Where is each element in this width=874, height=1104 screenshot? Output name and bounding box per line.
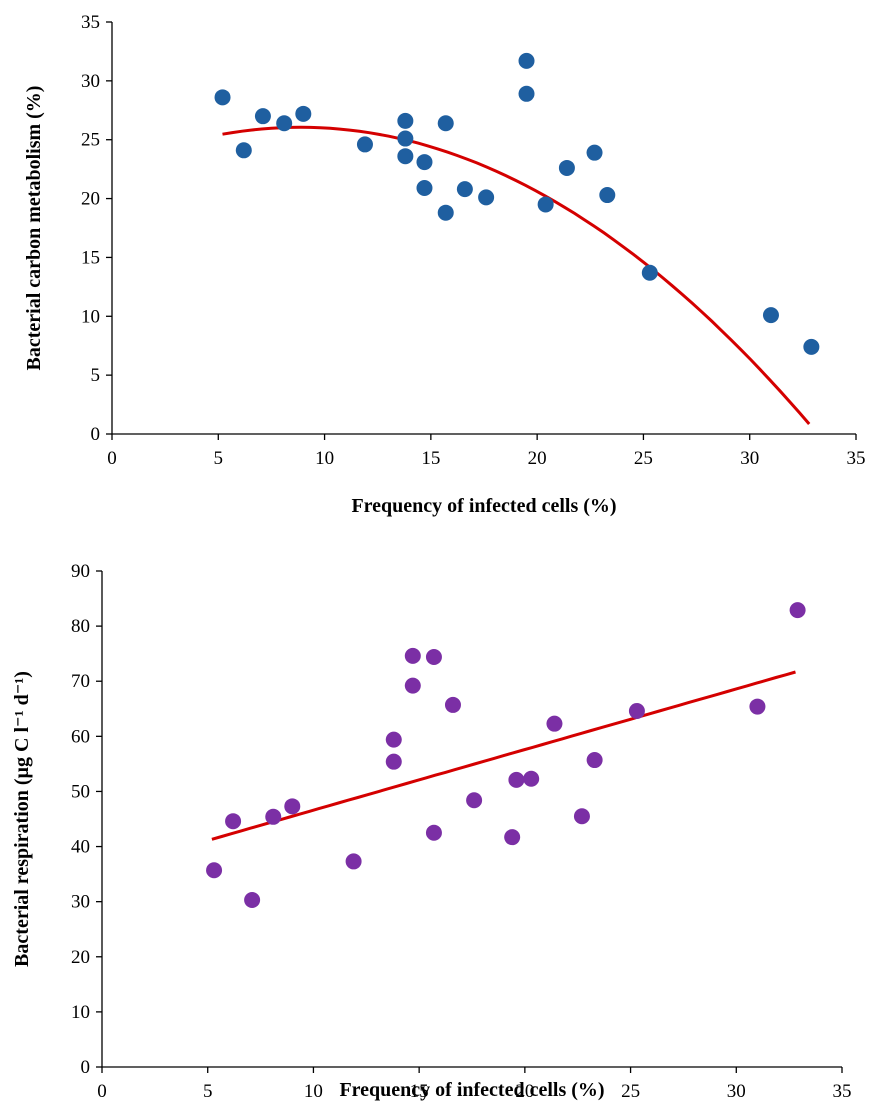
y-tick-label: 10 [71, 1002, 90, 1023]
y-tick-label: 60 [71, 726, 90, 747]
y-tick-label: 0 [91, 424, 101, 445]
x-tick-label: 30 [740, 448, 759, 469]
data-point [762, 307, 779, 324]
data-point [265, 808, 282, 825]
x-axis-title: Frequency of infected cells (%) [351, 495, 616, 517]
data-point [558, 159, 575, 176]
data-point [518, 85, 535, 102]
data-point [254, 108, 271, 125]
data-point [518, 52, 535, 69]
y-tick-label: 40 [71, 837, 90, 858]
data-point [397, 130, 414, 147]
x-tick-label: 0 [97, 1081, 107, 1102]
data-point [641, 264, 658, 281]
data-point [537, 196, 554, 213]
carbon-metabolism-chart: 0 5 10 15 20 25 30 35 0 5 10 15 20 25 30 35 Frequency o… [23, 12, 866, 517]
y-axis-title: Bacterial respiration (µg C l⁻¹ d⁻¹) [11, 671, 33, 967]
data-point [437, 204, 454, 221]
x-tick-label: 10 [315, 448, 334, 469]
y-tick-label: 5 [91, 365, 101, 386]
data-point [749, 698, 766, 715]
data-point [508, 771, 525, 788]
y-tick-label: 90 [71, 561, 90, 582]
data-point [478, 189, 495, 206]
y-tick-label: 0 [81, 1057, 91, 1078]
y-tick-label: 20 [81, 189, 100, 210]
trend-line [211, 670, 796, 841]
respiration-chart: 0 5 10 15 20 25 30 35 0 10 20 30 40 50 60 70 80 90 Freque… [11, 561, 852, 1102]
data-point [345, 853, 362, 870]
data-point [385, 753, 402, 770]
data-point [523, 770, 540, 787]
x-tick-label: 15 [421, 448, 440, 469]
x-tick-label: 10 [304, 1081, 323, 1102]
data-point [803, 338, 820, 355]
data-point [456, 181, 473, 198]
y-tick-label: 10 [81, 306, 100, 327]
data-point [225, 813, 242, 830]
y-tick-label: 70 [71, 671, 90, 692]
data-point [416, 179, 433, 196]
y-tick-label: 80 [71, 616, 90, 637]
x-tick-label: 15 [410, 1081, 429, 1102]
x-tick-label: 25 [634, 448, 653, 469]
data-point [284, 798, 301, 815]
data-point [573, 808, 590, 825]
y-tick-label: 15 [81, 247, 100, 268]
y-tick-label: 25 [81, 130, 100, 151]
x-tick-label: 5 [203, 1081, 213, 1102]
data-point [404, 647, 421, 664]
data-point [586, 144, 603, 161]
data-point [437, 115, 454, 132]
data-point [444, 696, 461, 713]
data-point [385, 731, 402, 748]
data-point [214, 89, 231, 106]
data-point [397, 112, 414, 129]
y-tick-label: 20 [71, 947, 90, 968]
data-point [466, 792, 483, 809]
y-tick-label: 30 [81, 71, 100, 92]
y-tick-label: 35 [81, 12, 100, 33]
data-point [425, 648, 442, 665]
x-tick-label: 20 [528, 448, 547, 469]
x-tick-label: 35 [847, 448, 866, 469]
x-tick-label: 20 [515, 1081, 534, 1102]
y-tick-label: 30 [71, 892, 90, 913]
data-point [789, 602, 806, 619]
y-axis-title: Bacterial carbon metabolism (%) [23, 86, 45, 371]
x-tick-label: 0 [107, 448, 117, 469]
data-point [356, 136, 373, 153]
data-point [628, 702, 645, 719]
data-point [295, 105, 312, 122]
data-point [276, 115, 293, 132]
data-point [425, 824, 442, 841]
x-tick-label: 30 [727, 1081, 746, 1102]
data-point [244, 892, 261, 909]
trend-line [222, 125, 811, 425]
data-point [586, 752, 603, 769]
x-axis-title: Frequency of infected cells (%) [339, 1079, 604, 1101]
data-point [397, 148, 414, 165]
data-point [235, 142, 252, 159]
data-point [404, 677, 421, 694]
data-point [504, 829, 521, 846]
data-point [416, 154, 433, 171]
data-point [546, 715, 563, 732]
x-tick-label: 25 [621, 1081, 640, 1102]
x-tick-label: 35 [833, 1081, 852, 1102]
y-tick-label: 50 [71, 781, 90, 802]
data-point [206, 862, 223, 879]
data-point [599, 187, 616, 204]
x-tick-label: 5 [214, 448, 224, 469]
